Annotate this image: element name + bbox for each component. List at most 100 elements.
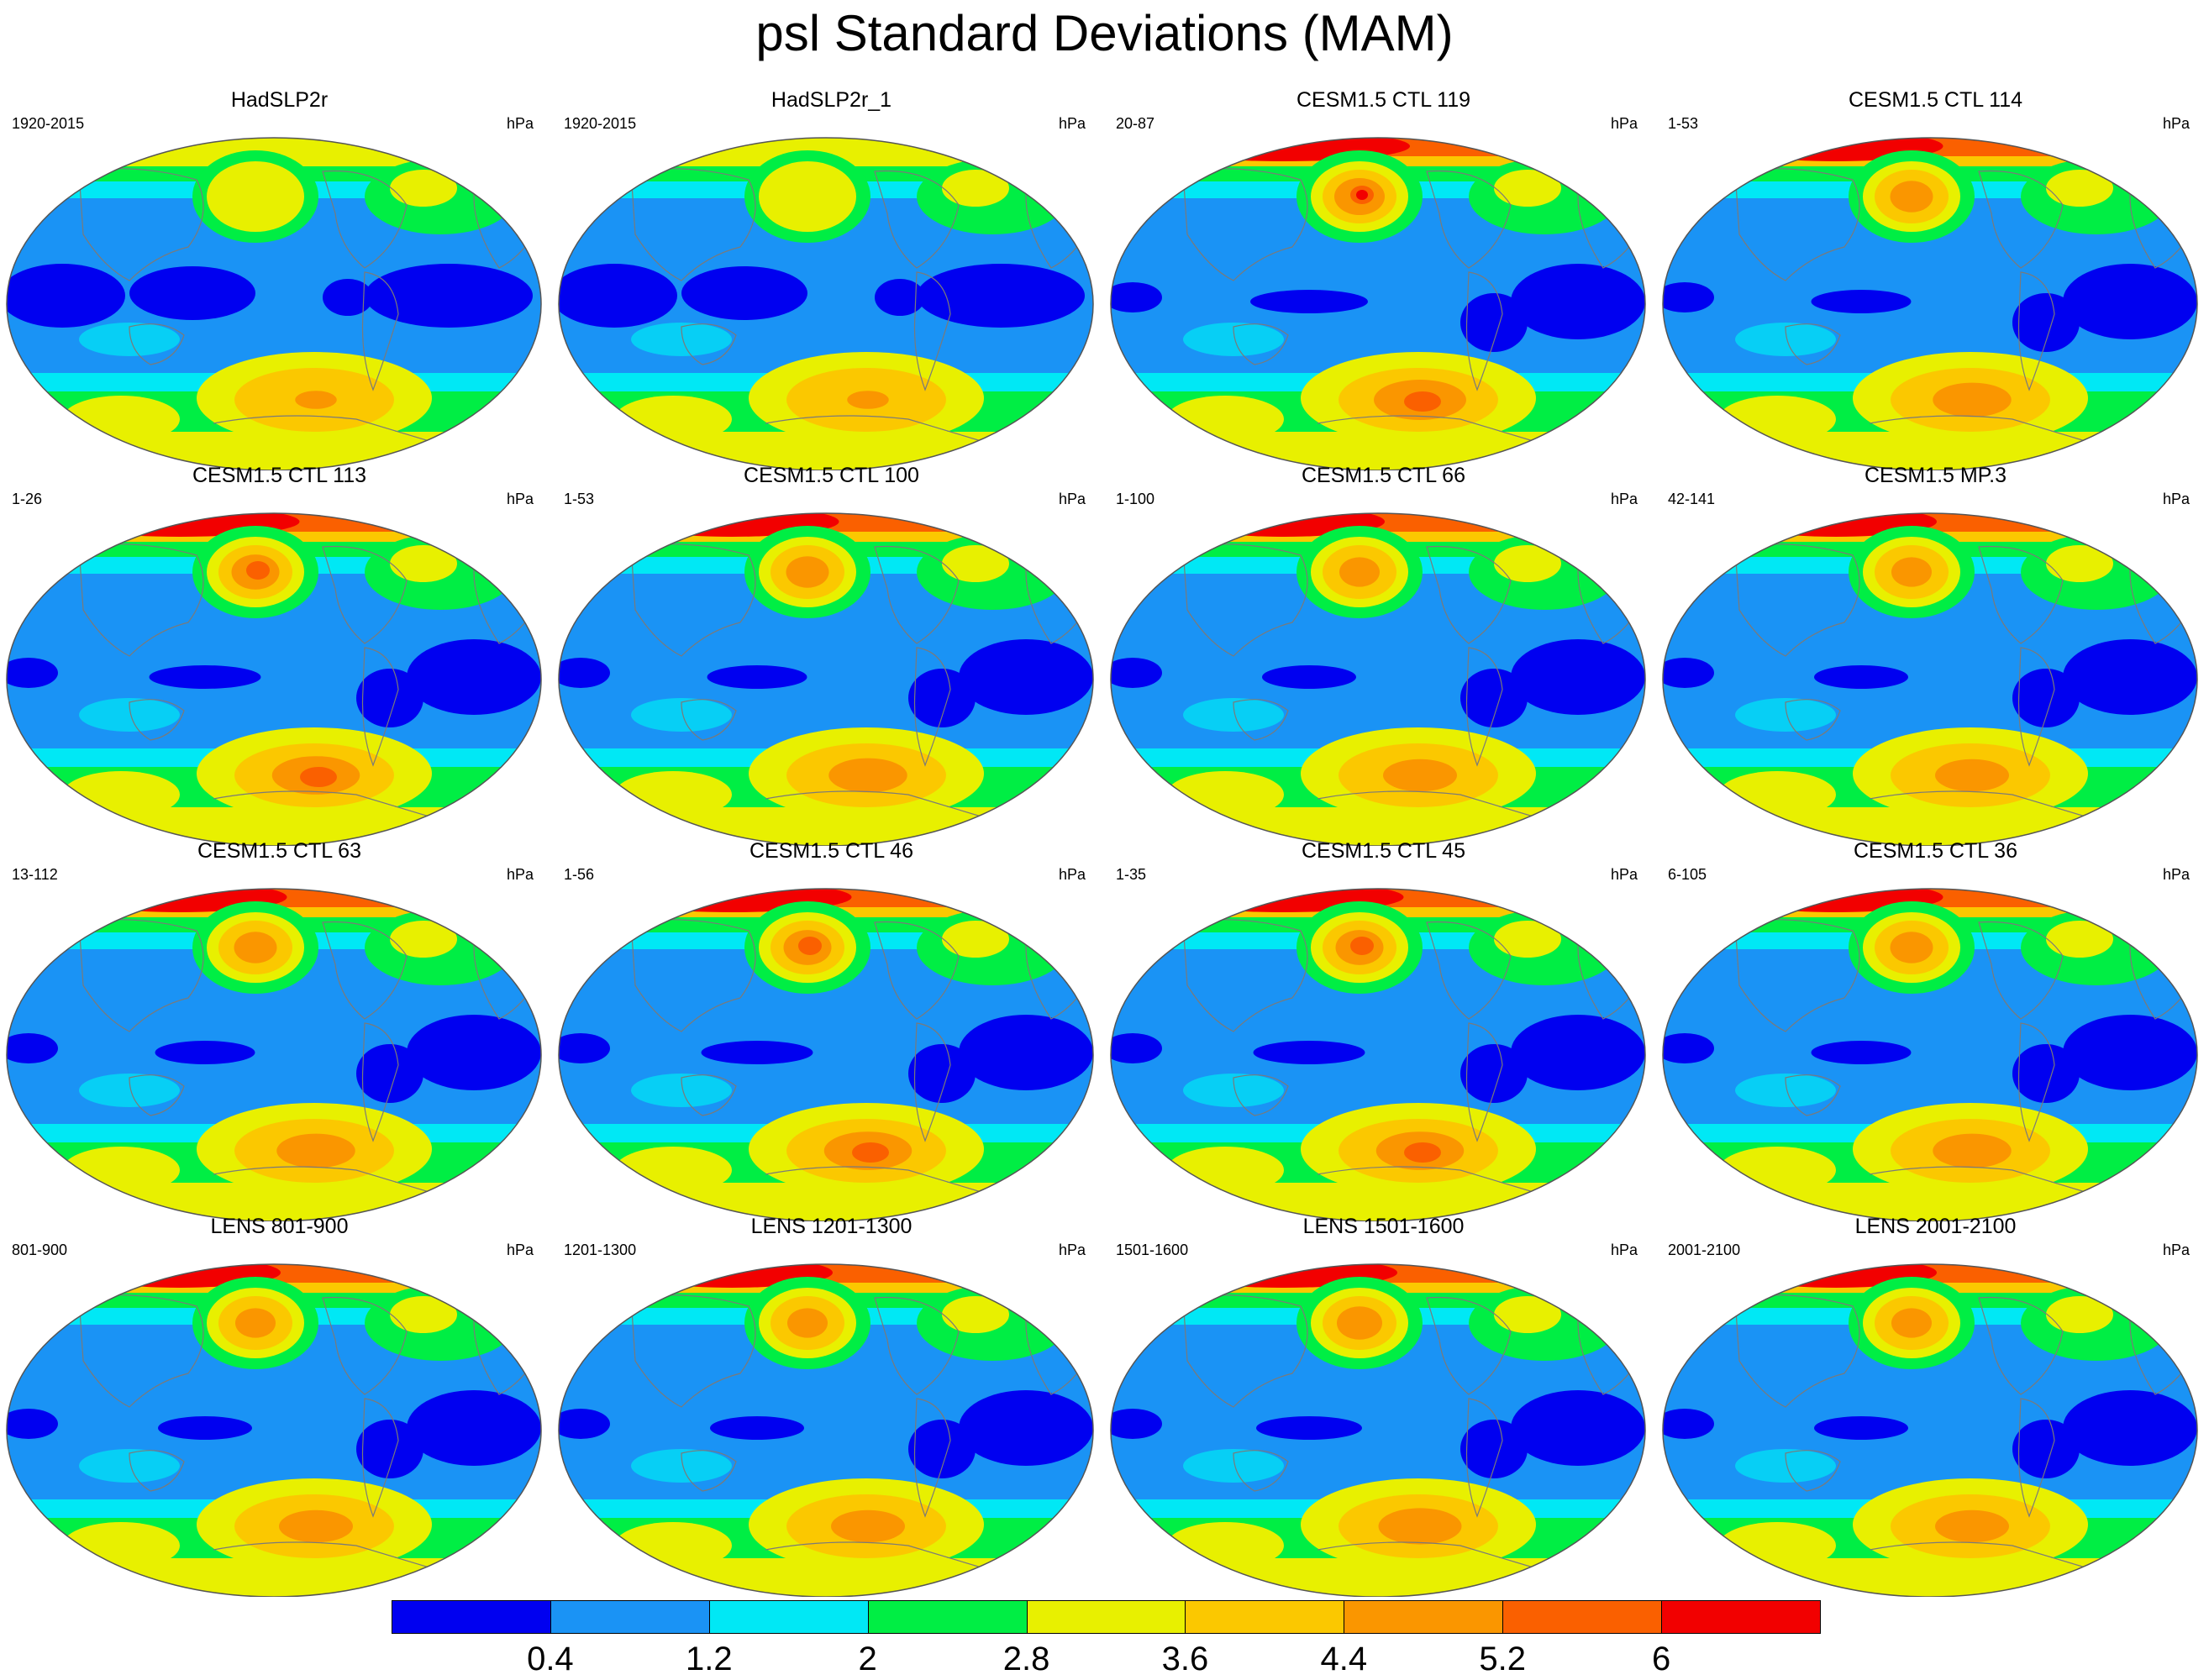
tropic-min-atlantic xyxy=(407,1390,541,1466)
south-indian-yellow xyxy=(1166,1147,1284,1194)
panel-unit: hPa xyxy=(1058,1242,1086,1258)
panel-title: CESM1.5 CTL 45 xyxy=(1302,839,1465,863)
coastline-path xyxy=(913,1022,951,1142)
coastline-path xyxy=(1233,699,1289,741)
map-svg xyxy=(558,512,1094,846)
north-atlantic-yellow xyxy=(390,545,457,582)
tropic-min-pacific xyxy=(1811,290,1912,313)
tropic-min-south-america xyxy=(908,669,976,727)
north-atlantic-yellow xyxy=(942,1296,1009,1333)
tropic-min-south-america xyxy=(356,1044,423,1103)
north-pacific-orange xyxy=(786,556,829,588)
panel-unit: hPa xyxy=(1610,866,1638,883)
tropic-min-atlantic xyxy=(1511,639,1645,715)
map-panels: HadSLP2r 1920-2015 hPa HadSLP2r_1 1920-2015 h… xyxy=(6,87,2198,1597)
colorbar-label: 3.6 xyxy=(1161,1641,1209,1677)
tropic-min-indian xyxy=(559,1409,610,1439)
panel-title: LENS 2001-2100 xyxy=(1854,1215,2017,1238)
tropic-min-atlantic xyxy=(2063,264,2197,339)
north-atlantic-yellow xyxy=(942,921,1009,958)
coastline-path xyxy=(681,323,737,365)
coastlines xyxy=(78,913,541,1196)
tropic-min-indian xyxy=(559,658,610,688)
north-pacific-orange xyxy=(1891,557,1932,587)
coastline-path xyxy=(1734,919,1860,1032)
coastline-path xyxy=(874,921,960,1020)
coastline-path xyxy=(1426,545,1512,644)
australia-patch xyxy=(1183,323,1284,356)
map-field xyxy=(1663,1264,2197,1597)
map-panel: LENS 2001-2100 2001-2100 hPa xyxy=(1659,1214,2209,1597)
tropic-min-indian xyxy=(1663,282,1714,312)
south-ocean-orange xyxy=(1935,759,2009,792)
coastline-path xyxy=(681,1074,737,1116)
tropic-min-south-america xyxy=(908,1420,976,1478)
tropic-min-atlantic xyxy=(1511,1390,1645,1466)
colorbar-swatch xyxy=(1344,1600,1504,1634)
panel-title: CESM1.5 CTL 63 xyxy=(197,839,361,863)
colorbar-swatch xyxy=(708,1600,869,1634)
map-panel: LENS 801-900 801-900 hPa xyxy=(3,1214,555,1597)
map-svg xyxy=(1662,1263,2198,1597)
north-atlantic-yellow xyxy=(390,921,457,958)
map-panel: CESM1.5 CTL 119 20-87 hPa xyxy=(1107,87,1659,470)
panel-years: 1-53 xyxy=(1668,115,1699,132)
panel-unit: hPa xyxy=(1610,1242,1638,1258)
tropic-min-pacific xyxy=(1811,1041,1912,1064)
panel-years: 1920-2015 xyxy=(12,115,85,132)
coastline-path xyxy=(322,1296,408,1395)
coastline-path xyxy=(361,271,399,391)
coastline-path xyxy=(630,1294,756,1408)
colorbar-swatch xyxy=(867,1600,1028,1634)
coastline-path xyxy=(1869,790,2097,821)
tropic-min-indian xyxy=(7,1409,58,1439)
panel-title: LENS 1201-1300 xyxy=(750,1215,913,1238)
map-outline xyxy=(6,137,542,470)
coastlines xyxy=(1182,538,1645,821)
map-svg xyxy=(558,137,1094,470)
panel-unit: hPa xyxy=(506,866,534,883)
south-ocean-orange xyxy=(1933,382,2012,417)
tropic-min-indian xyxy=(559,1033,610,1063)
north-atlantic-yellow xyxy=(942,170,1009,207)
coastline-path xyxy=(1978,1296,2064,1395)
south-ocean-orange xyxy=(276,1133,355,1168)
map-panel: CESM1.5 CTL 100 1-53 hPa xyxy=(555,463,1107,846)
coastline-path xyxy=(129,1450,185,1492)
tropic-min-indian xyxy=(7,1033,58,1063)
south-ocean-orange xyxy=(1378,1508,1462,1545)
coastline-path xyxy=(1465,271,1503,391)
south-indian-yellow xyxy=(1718,396,1836,443)
map-field xyxy=(1111,513,1645,846)
coastline-path xyxy=(361,647,399,767)
tropic-min-pacific xyxy=(1814,665,1908,689)
tropic-min-indian xyxy=(1663,658,1714,688)
north-pacific-orange xyxy=(1890,181,1933,213)
coastline-path xyxy=(1978,170,2064,269)
map-outline xyxy=(1662,137,2198,470)
tropic-min-south-america xyxy=(2012,293,2080,352)
coastline-path xyxy=(322,921,408,1020)
tropic-min-pacific xyxy=(158,1416,252,1440)
south-ocean-core xyxy=(1404,1142,1441,1163)
map-svg xyxy=(1110,1263,1646,1597)
map-svg xyxy=(1110,888,1646,1221)
south-ocean-core xyxy=(852,1142,889,1163)
north-atlantic-yellow xyxy=(390,170,457,207)
map-outline xyxy=(1110,137,1646,470)
south-indian-yellow xyxy=(1718,1522,1836,1569)
south-indian-yellow xyxy=(1166,1522,1284,1569)
coastline-path xyxy=(213,790,441,821)
south-ocean-core xyxy=(300,767,337,787)
colorbar-swatch xyxy=(1661,1600,1821,1634)
south-indian-yellow xyxy=(614,1147,732,1194)
panel-unit: hPa xyxy=(506,115,534,132)
tropic-min-atlantic xyxy=(1511,1015,1645,1090)
colorbar-label: 1.2 xyxy=(685,1641,733,1677)
map-outline xyxy=(6,512,542,846)
map-outline xyxy=(1110,512,1646,846)
south-indian-yellow xyxy=(1166,396,1284,443)
coastline-path xyxy=(213,1541,441,1572)
map-panel: CESM1.5 CTL 66 1-100 hPa xyxy=(1107,463,1659,846)
coastline-path xyxy=(1978,921,2064,1020)
